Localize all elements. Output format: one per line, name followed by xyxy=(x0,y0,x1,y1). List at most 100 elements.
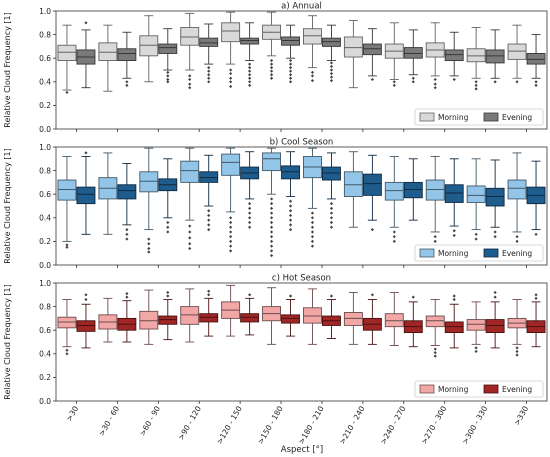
legend-swatch-morning xyxy=(419,112,435,122)
y-tick-label: 0.2 xyxy=(39,101,51,110)
outlier-point xyxy=(188,82,192,86)
outlier-point xyxy=(474,237,478,241)
box-morning xyxy=(425,155,445,243)
iqr-box xyxy=(425,179,445,201)
outlier-point xyxy=(493,290,497,295)
outlier-point xyxy=(147,246,151,251)
outlier-point xyxy=(248,73,252,77)
outlier-point xyxy=(166,290,170,295)
box-evening xyxy=(526,34,546,87)
outlier-point xyxy=(433,235,437,239)
x-tick-label: >150 - 180 xyxy=(256,404,285,445)
box-evening xyxy=(526,160,546,236)
iqr-box xyxy=(485,49,505,64)
outlier-point xyxy=(310,220,315,225)
outlier-point xyxy=(515,353,519,357)
plot-frame xyxy=(55,146,548,266)
y-tick-label: 0.4 xyxy=(39,78,51,87)
outlier-point xyxy=(493,230,497,234)
iqr-box xyxy=(403,181,423,199)
outlier-point xyxy=(474,349,478,354)
outlier-point xyxy=(433,77,437,82)
outlier-point xyxy=(125,237,129,241)
outlier-point xyxy=(269,253,274,258)
box-evening xyxy=(158,158,178,234)
box-evening xyxy=(322,24,341,83)
outlier-point xyxy=(229,220,233,225)
outlier-point xyxy=(288,58,293,63)
plot-frame xyxy=(55,282,548,402)
iqr-box xyxy=(303,307,322,324)
x-tick-label: >300 - 330 xyxy=(460,404,489,445)
iqr-box xyxy=(199,171,219,183)
iqr-box xyxy=(117,184,137,200)
iqr-box xyxy=(362,43,382,56)
outlier-point xyxy=(269,225,274,229)
box-morning xyxy=(303,288,322,345)
iqr-box xyxy=(180,27,200,46)
plot-frame xyxy=(55,10,548,130)
outlier-point xyxy=(248,225,252,229)
box-morning xyxy=(384,155,404,243)
panel-title: c) Hot Season xyxy=(272,274,331,284)
outlier-point xyxy=(248,83,252,87)
outlier-point xyxy=(329,75,334,79)
outlier-point xyxy=(269,216,274,220)
outlier-point xyxy=(452,297,456,302)
outlier-point xyxy=(392,230,396,234)
outlier-point xyxy=(288,66,293,70)
outlier-point xyxy=(166,77,170,82)
y-tick-label: 0.4 xyxy=(39,214,51,223)
box-morning xyxy=(98,297,118,343)
iqr-box xyxy=(526,53,546,65)
outlier-point xyxy=(310,225,315,229)
outlier-point xyxy=(288,204,293,208)
outlier-point xyxy=(147,237,151,241)
box-evening xyxy=(199,154,219,232)
outlier-point xyxy=(534,296,538,300)
box-evening xyxy=(76,293,96,349)
outlier-point xyxy=(188,224,192,228)
x-tick-label: >240 - 270 xyxy=(379,404,408,445)
outlier-point xyxy=(229,239,233,243)
iqr-box xyxy=(281,36,300,46)
x-tick-label: >30 - 60 xyxy=(97,404,121,437)
legend-frame xyxy=(414,108,544,126)
outlier-point xyxy=(125,232,129,236)
outlier-point xyxy=(248,66,252,70)
box-evening xyxy=(117,163,137,241)
box-morning xyxy=(303,15,322,83)
box-evening xyxy=(76,151,96,235)
outlier-point xyxy=(207,80,211,84)
outlier-point xyxy=(288,69,293,73)
y-tick-label: 0.2 xyxy=(39,373,51,382)
iqr-box xyxy=(444,49,464,62)
outlier-point xyxy=(248,62,252,66)
outlier-point xyxy=(188,246,192,251)
box-morning xyxy=(384,22,404,87)
outlier-point xyxy=(411,295,415,299)
outlier-point xyxy=(188,86,192,90)
y-axis-label: Relative Cloud Frequency [1] xyxy=(3,284,12,399)
box-morning xyxy=(221,284,241,337)
x-tick-label: >270 - 300 xyxy=(419,404,448,445)
box-evening xyxy=(76,21,96,89)
outlier-point xyxy=(411,76,415,80)
x-tick-label: >210 - 240 xyxy=(338,404,367,445)
outlier-point xyxy=(288,76,293,80)
box-morning xyxy=(57,155,77,249)
outlier-point xyxy=(125,228,129,232)
box-morning xyxy=(343,291,363,345)
outlier-point xyxy=(269,58,274,63)
x-tick-label: >180 - 210 xyxy=(297,404,326,445)
box-morning xyxy=(139,289,159,345)
legend-swatch-evening xyxy=(483,384,499,394)
iqr-box xyxy=(303,28,322,45)
iqr-box xyxy=(362,173,382,196)
iqr-box xyxy=(221,153,241,176)
outlier-point xyxy=(65,352,69,356)
box-evening xyxy=(199,23,219,84)
box-morning xyxy=(57,299,77,356)
outlier-point xyxy=(288,209,293,213)
